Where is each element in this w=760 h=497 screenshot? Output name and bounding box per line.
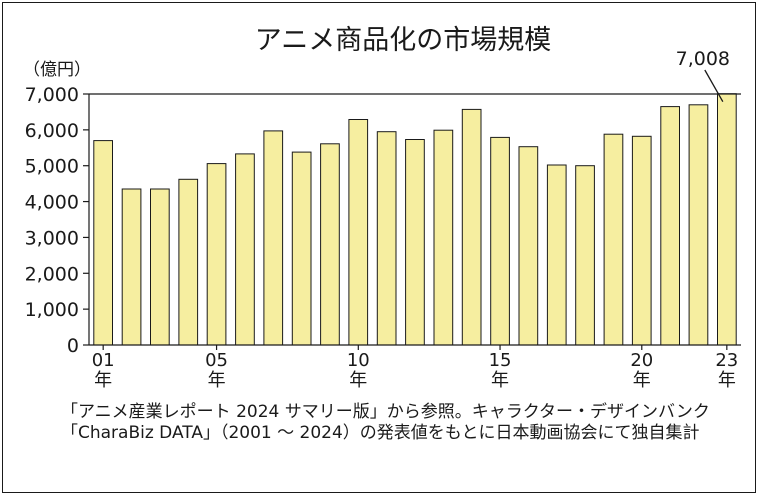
bar: [433, 129, 454, 346]
bar: [660, 106, 680, 346]
y-tick-label: 1,000: [25, 299, 79, 321]
x-tick-label: 20: [630, 350, 653, 371]
bar: [348, 119, 369, 346]
annotation-leader-line: [704, 69, 724, 103]
bar: [291, 151, 312, 346]
axes-group: [88, 93, 741, 346]
bar-chart: アニメ商品化の市場規模 （億円） 0 1,000 2,000 3,000 4,000 5,…: [23, 25, 741, 391]
y-axis-unit-label: （億円）: [23, 60, 91, 80]
x-tick-unit-label: 年: [491, 370, 509, 391]
x-tick-unit-label: 年: [633, 370, 651, 391]
x-tick-unit-label: 年: [349, 370, 367, 391]
y-ticks-group: 0 1,000 2,000 3,000 4,000 5,000 6,000 7,000: [25, 84, 89, 357]
bar: [235, 153, 255, 346]
bar: [263, 130, 284, 346]
bar: [546, 164, 567, 346]
chart-title: アニメ商品化の市場規模: [255, 25, 551, 56]
y-tick-label: 3,000: [25, 227, 79, 249]
bar: [603, 133, 624, 346]
bar: [150, 188, 170, 346]
y-tick-label: 6,000: [25, 120, 79, 142]
x-tick-label: 10: [347, 350, 370, 371]
bar: [320, 143, 340, 346]
bar: [688, 104, 709, 346]
y-tick-label: 4,000: [25, 192, 79, 214]
annotation-group: 7,008: [676, 48, 730, 103]
x-tick-label: 01: [92, 350, 115, 371]
bar: [121, 188, 142, 346]
bar: [518, 146, 539, 346]
x-tick-label: 15: [489, 350, 512, 371]
y-tick-label: 5,000: [25, 156, 79, 178]
bar: [575, 165, 595, 346]
source-note: 「アニメ産業レポート 2024 サマリー版」から参照。キャラクター・デザインバン…: [61, 402, 710, 443]
bars-group: [93, 93, 737, 346]
bar: [631, 135, 652, 346]
x-tick-label: 05: [205, 350, 228, 371]
y-tick-label: 2,000: [25, 263, 79, 285]
x-tick-label: 23: [715, 350, 738, 371]
bar: [490, 136, 510, 346]
bar: [405, 139, 425, 346]
bar: [93, 140, 114, 346]
y-tick-label: 7,000: [25, 84, 79, 106]
annotation-label: 7,008: [676, 48, 730, 70]
x-tick-unit-label: 年: [718, 370, 736, 391]
x-tick-unit-label: 年: [208, 370, 226, 391]
bar: [206, 163, 227, 346]
bar: [376, 131, 397, 346]
y-tick-label: 0: [67, 335, 79, 357]
bar: [178, 178, 199, 346]
bar: [717, 93, 737, 346]
x-tick-unit-label: 年: [94, 370, 112, 391]
bar: [461, 108, 482, 346]
